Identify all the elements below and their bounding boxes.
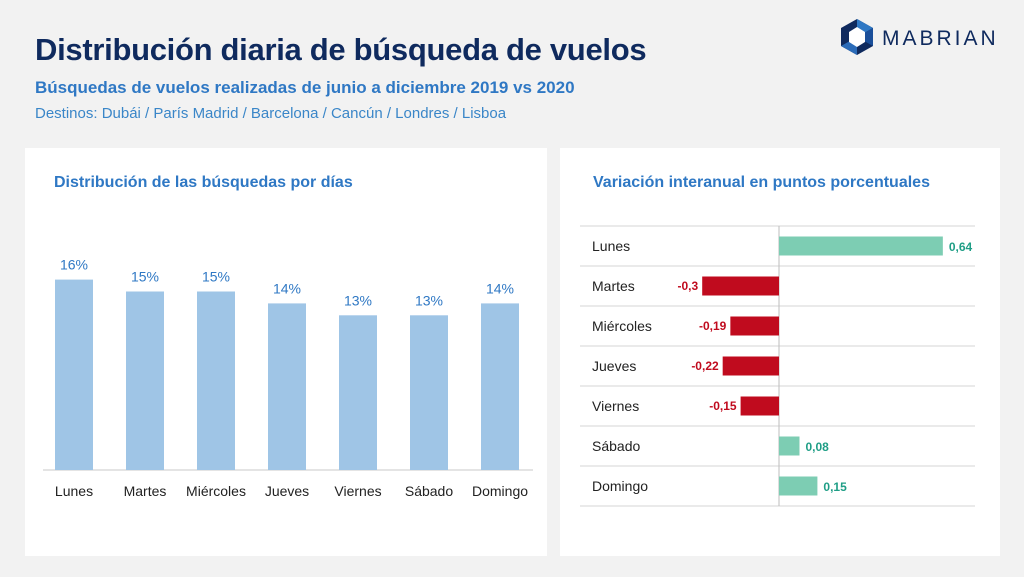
category-label: Martes	[592, 278, 635, 294]
bar	[481, 303, 519, 470]
bar	[722, 356, 779, 376]
category-label: Miércoles	[592, 318, 652, 334]
data-label: -0,22	[691, 359, 719, 373]
data-label: 15%	[131, 269, 159, 285]
destinations-text: Destinos: Dubái / París Madrid / Barcelo…	[35, 105, 507, 122]
page-subtitle: Búsquedas de vuelos realizadas de junio …	[35, 78, 575, 97]
x-tick-label: Jueves	[265, 483, 309, 499]
data-label: 0,64	[949, 240, 973, 254]
bar	[197, 291, 235, 470]
data-label: 13%	[415, 292, 443, 308]
x-tick-label: Domingo	[472, 483, 528, 499]
x-tick-label: Lunes	[55, 483, 93, 499]
data-label: 0,08	[805, 440, 829, 454]
daily-distribution-panel: Distribución de las búsquedas por días 1…	[25, 148, 547, 556]
data-label: 13%	[344, 292, 372, 308]
daily-distribution-chart: 16% Lunes 15% Martes 15% Miércoles 14% Jueves 13…	[43, 257, 533, 499]
x-tick-label: Miércoles	[186, 483, 246, 499]
bar	[779, 236, 943, 256]
x-tick-label: Viernes	[334, 483, 381, 499]
bar	[126, 291, 164, 470]
x-tick-label: Sábado	[405, 483, 453, 499]
bar	[740, 396, 779, 416]
bar	[779, 436, 800, 456]
data-label: 15%	[202, 269, 230, 285]
data-label: -0,19	[699, 319, 727, 333]
yoy-variation-chart: Lunes 0,64 Martes -0,3 Miércoles -0,19 Jueves -…	[580, 225, 975, 507]
bar	[702, 276, 779, 296]
data-label: 0,15	[823, 480, 847, 494]
bar	[55, 279, 93, 470]
chart-title: Distribución de las búsquedas por días	[54, 174, 353, 191]
data-label: -0,15	[709, 399, 737, 413]
page-title: Distribución diaria de búsqueda de vuelo…	[35, 32, 647, 67]
category-label: Lunes	[592, 238, 630, 254]
category-label: Viernes	[592, 398, 639, 414]
x-tick-label: Martes	[124, 483, 167, 499]
bar	[268, 303, 306, 470]
data-label: 14%	[273, 280, 301, 296]
data-label: 14%	[486, 280, 514, 296]
category-label: Jueves	[592, 358, 636, 374]
yoy-variation-panel: Variación interanual en puntos porcentua…	[560, 148, 1000, 556]
mabrian-logo: MABRIAN	[838, 18, 1013, 58]
data-label: 16%	[60, 257, 88, 273]
bar	[410, 315, 448, 470]
bar	[339, 315, 377, 470]
bar	[779, 476, 818, 496]
chart-title: Variación interanual en puntos porcentua…	[593, 174, 930, 191]
category-label: Sábado	[592, 438, 640, 454]
category-label: Domingo	[592, 478, 648, 494]
bar	[730, 316, 779, 336]
data-label: -0,3	[678, 279, 699, 293]
logo-wordmark: MABRIAN	[882, 27, 999, 50]
hexagon-logo-icon	[841, 19, 873, 55]
